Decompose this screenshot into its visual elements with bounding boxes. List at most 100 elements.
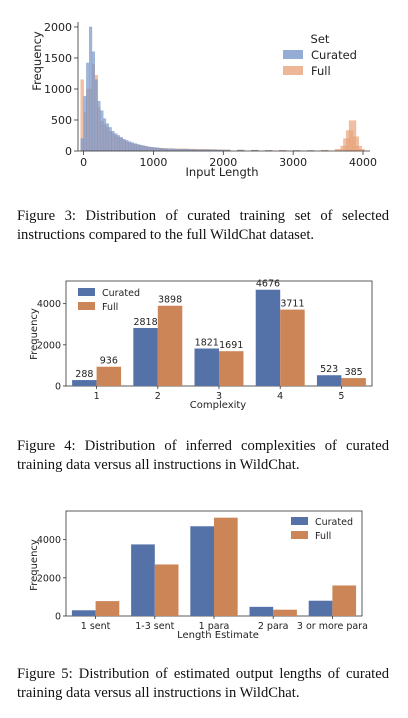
fig4-legend-swatch [78,288,95,296]
fig3-xlabel: Input Length [185,165,258,179]
fig3-curated-bin [122,139,126,152]
fig4-value-label: 523 [320,364,338,375]
fig5-legend-label: Curated [315,517,353,528]
fig4-value-label: 2818 [133,317,157,328]
fig5-x-tick-label: 1 para [199,621,230,632]
fig3-curated-bin [86,62,90,152]
figure-3: Frequency Input Length 0 500 1000 1500 2000 0… [0,0,408,200]
fig4-value-label: 4676 [256,279,280,290]
fig4-y-tick-label: 0 [55,382,61,393]
fig4-bar-full [341,378,366,386]
fig4-legend-label: Curated [102,288,140,299]
fig3-curated-bin [150,147,154,152]
fig5-ylabel: Frequency [29,539,40,591]
fig3-legend-swatch [283,66,303,75]
fig5-bar-curated [190,526,214,616]
figure-5: Frequency Length Estimate 1 sent 1-3 sent… [0,503,408,643]
fig4-value-label: 3898 [158,295,182,306]
fig3-x-tick-label: 3000 [279,156,307,169]
fig3-curated-bin [100,110,104,152]
fig4-ylabel: Frequency [29,308,40,360]
fig4-value-label: 3711 [280,299,304,310]
fig5-bar-full [95,601,120,616]
fig3-x-tick-label: 4000 [349,156,377,169]
fig3-ylabel: Frequency [30,31,44,91]
fig3-legend-title: Set [311,32,330,46]
fig3-curated-bin [114,133,118,152]
fig5-legend-swatch [291,517,308,525]
fig5-x-tick-label: 1-3 sent [135,621,174,632]
fig4-bar-full [96,366,122,386]
fig3-x-tick-label: 0 [80,156,87,169]
fig3-curated-bin [102,118,107,152]
fig4-bar-curated [72,380,97,386]
fig4-value-label: 1821 [195,338,219,349]
fig4-bar-full [157,305,183,386]
fig4-value-label: 936 [100,356,118,367]
fig4-x-tick-label: 5 [338,391,344,402]
fig3-curated-bin [108,127,112,152]
fig5-xlabel: Length Estimate [177,630,259,641]
fig3-curated-bin [94,79,98,152]
fig3-curated-bin [153,147,157,152]
fig3-curated-bin [97,101,101,152]
fig4-xlabel: Complexity [190,400,247,411]
fig3-curated-bin [91,51,95,152]
fig3-legend-label: Curated [311,48,357,62]
fig4-x-tick-label: 4 [277,391,283,402]
figure-3-caption: Figure 3: Distribution of curated traini… [17,208,389,243]
fig3-y-tick-label: 2000 [44,21,72,34]
fig3-y-tick-label: 500 [51,114,72,127]
fig3-curated-bin [83,96,87,152]
fig3-legend-swatch [283,50,303,59]
fig3-curated-bin [105,123,109,152]
fig3-curated-bin [133,143,137,152]
fig3-curated-bin [136,144,140,152]
fig4-value-label: 1691 [219,340,243,351]
fig4-bar-curated [133,327,158,386]
fig4-bar-curated [316,375,342,386]
fig4-value-label: 288 [75,369,93,380]
fig3-legend-label: Full [311,64,331,78]
fig5-bar-curated [131,544,155,616]
fig5-x-tick-label: 3 or more para [297,621,368,632]
figure-4: Frequency Complexity 288 936 1 2818 3898 2 182… [0,278,408,420]
fig3-curated-bin [142,145,146,152]
fig5-x-tick-label: 2 para [258,621,289,632]
fig3-y-tick-label: 0 [65,145,72,158]
fig3-curated-bin [130,142,135,152]
fig5-y-tick-label: 0 [55,612,61,623]
fig4-value-label: 385 [345,367,363,378]
fig5-bar-full [214,517,238,616]
fig4-x-tick-label: 2 [155,391,161,402]
fig5-legend-swatch [291,531,308,539]
fig3-curated-bin [158,148,162,152]
fig3-curated-bin [156,147,160,152]
fig4-legend-label: Full [102,302,118,313]
fig3-x-tick-label: 1000 [139,156,167,169]
fig3-curated-bin [128,141,132,152]
fig4-bar-full [219,351,244,386]
fig4-bar-curated [194,348,219,386]
fig3-histogram: Frequency Input Length 0 500 1000 1500 2000 0… [30,21,377,179]
fig3-curated-bin [125,140,129,152]
fig5-bar-curated [71,610,96,616]
figure-4-caption: Figure 4: Distribution of inferred compl… [17,438,389,473]
fig3-x-tick-label: 2000 [209,156,237,169]
fig3-y-tick-label: 1000 [44,83,72,96]
fig5-bar-full [332,585,357,616]
fig4-y-tick-label: 4000 [37,299,61,310]
fig5-bar-curated [308,600,333,616]
fig5-bar-curated [249,606,274,616]
fig5-bar-chart: Frequency Length Estimate 1 sent 1-3 sent… [29,510,368,641]
fig3-curated-bin [116,135,121,152]
fig4-y-tick-label: 2000 [37,340,61,351]
fig5-x-tick-label: 1 sent [81,621,111,632]
fig4-x-tick-label: 1 [94,391,100,402]
fig5-bar-full [154,564,179,616]
figure-5-caption: Figure 5: Distribution of estimated outp… [17,666,389,701]
fig3-curated-bin [89,26,93,152]
fig3-curated-bin [147,146,151,152]
fig3-curated-bin [144,146,149,152]
